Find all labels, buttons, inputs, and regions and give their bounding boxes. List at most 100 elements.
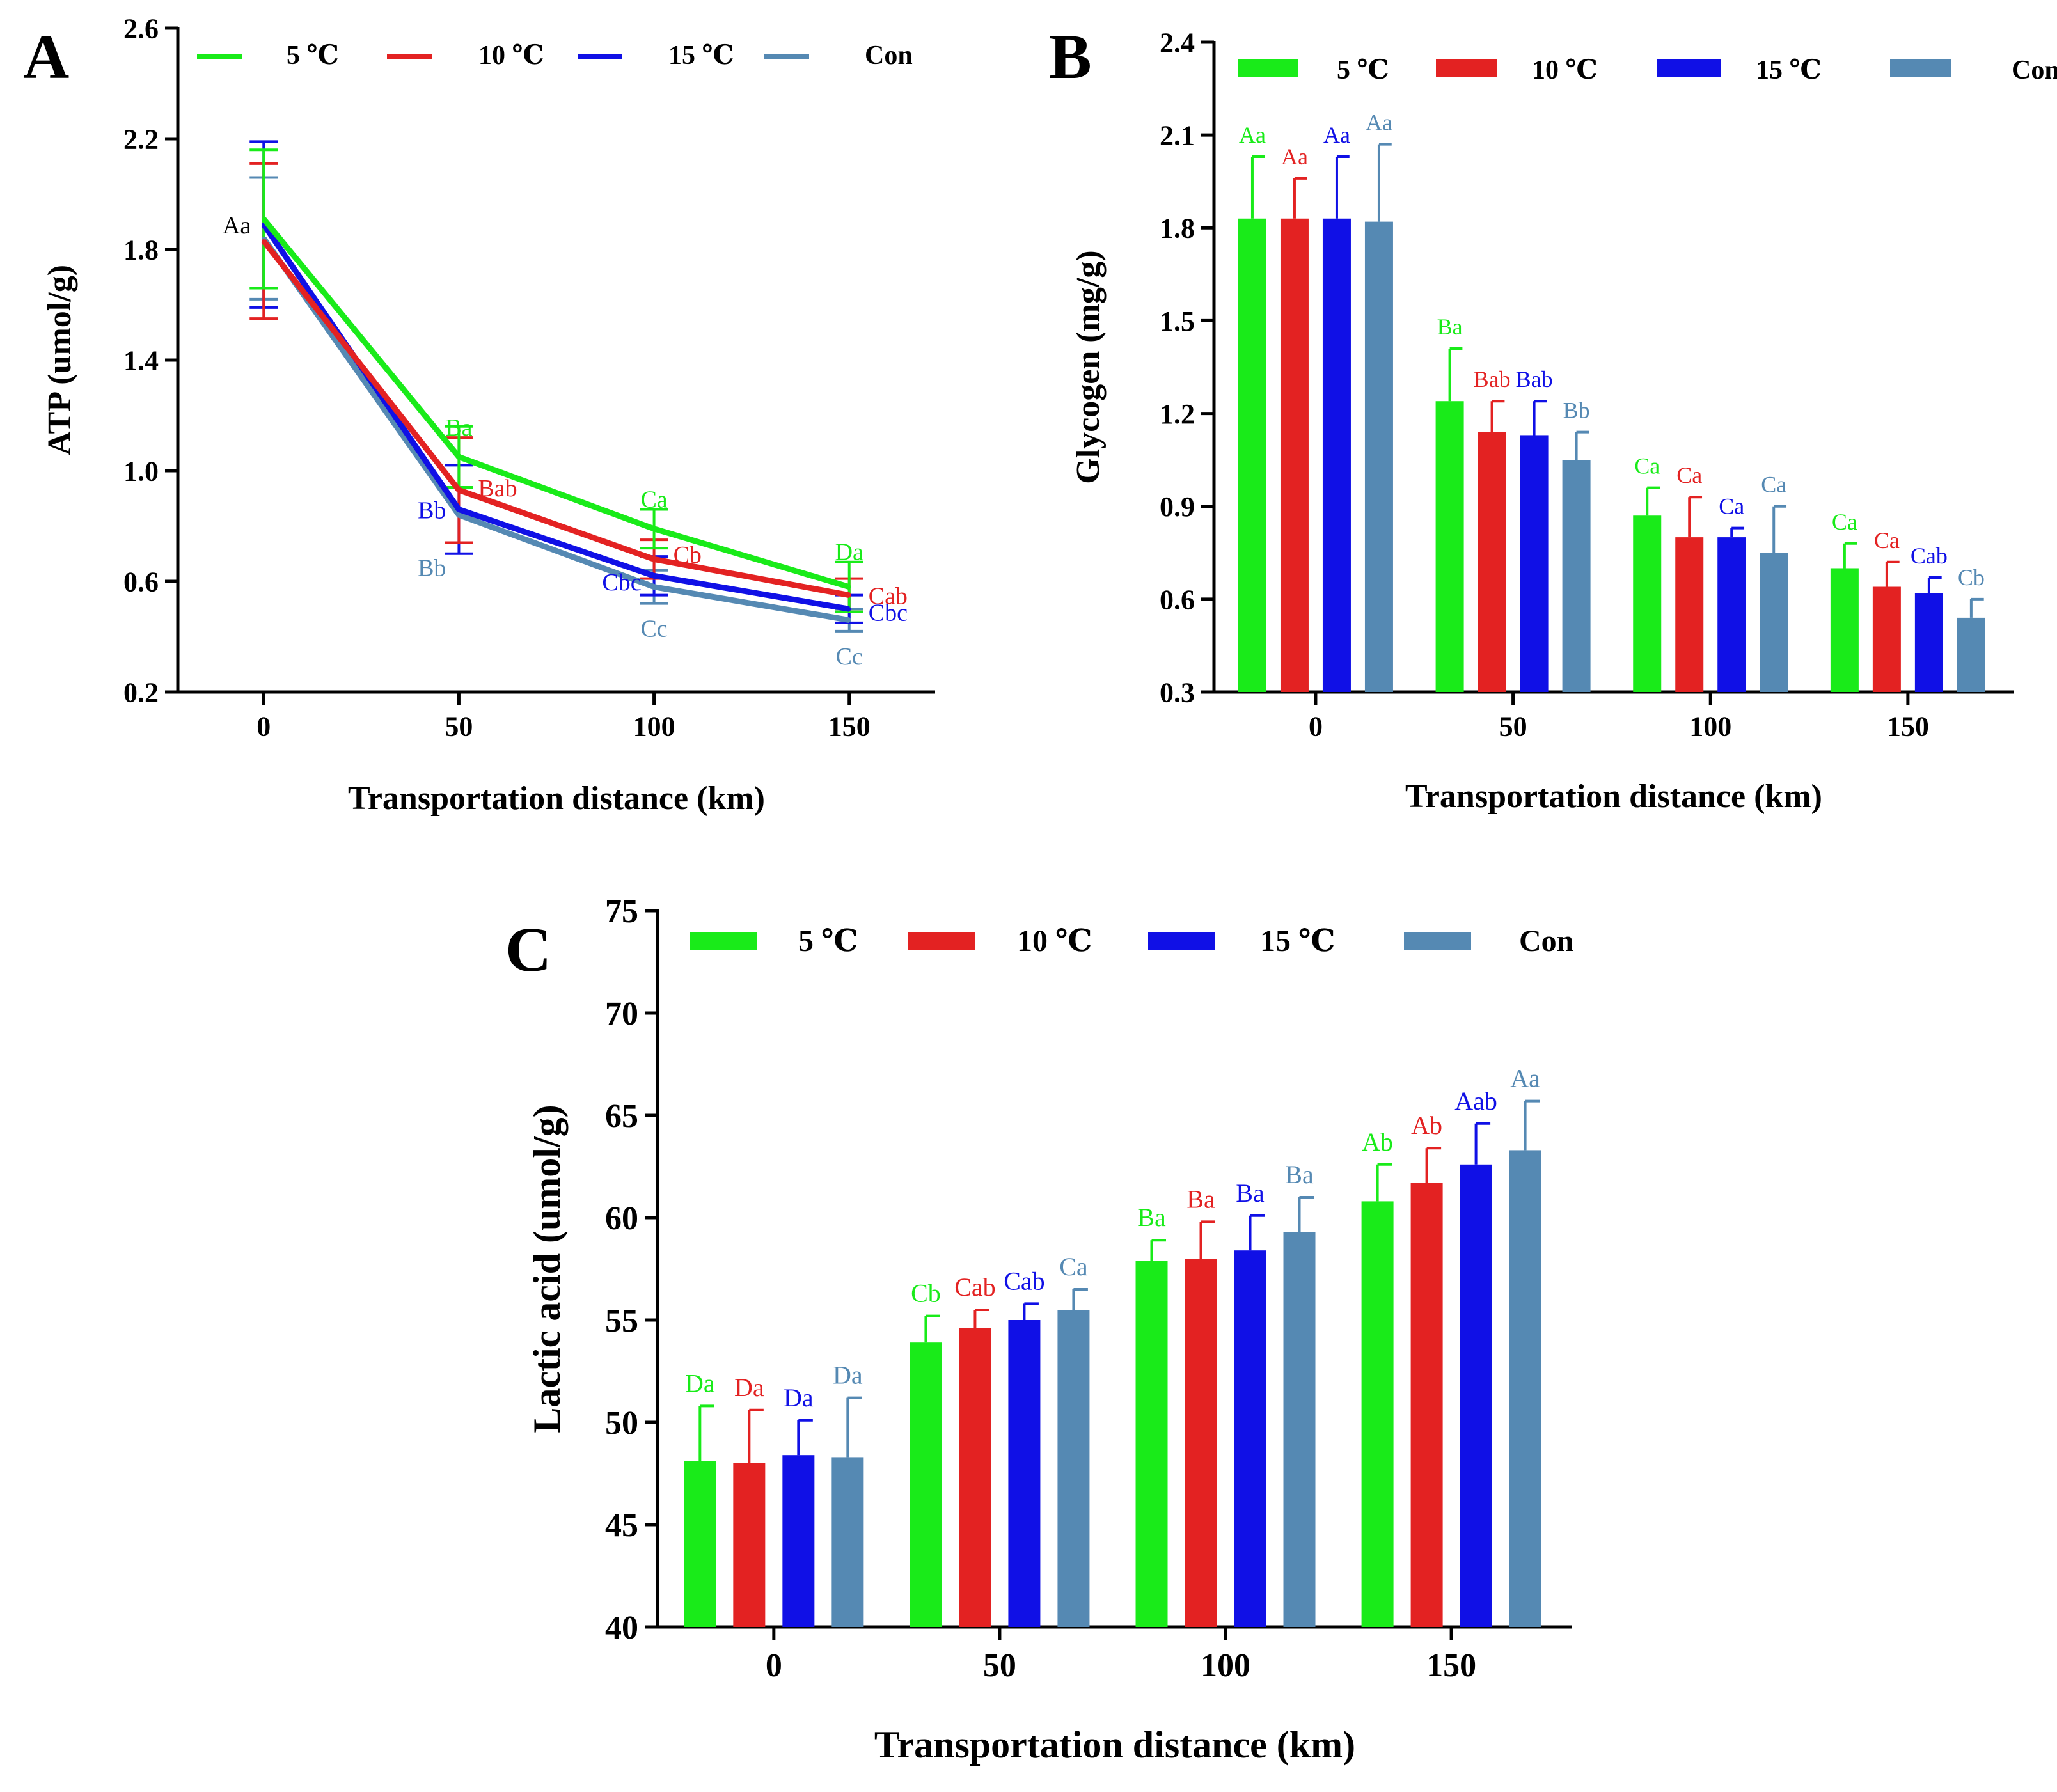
bar-10c-150 <box>1872 586 1901 692</box>
panel-c-y-tick-label: 45 <box>605 1507 638 1544</box>
significance-label-10c: Bab <box>1474 366 1511 392</box>
data-point-con <box>652 585 656 589</box>
panel-a-y-tick-label: 1.4 <box>123 345 159 376</box>
significance-label-10c: Da <box>734 1373 764 1402</box>
panel-c-y-tick-label: 65 <box>605 1098 638 1135</box>
bar-5c-50 <box>1435 401 1464 692</box>
panel-c-legend-label-5c: 5 ℃ <box>798 924 858 958</box>
significance-label-5c: Da <box>685 1369 715 1397</box>
panel-c-x-axis-title: Transportation distance (km) <box>874 1724 1355 1766</box>
bar-15c-100 <box>1234 1250 1266 1627</box>
panel-b-y-tick-label: 2.4 <box>1160 27 1195 58</box>
series-line-10c <box>261 239 850 599</box>
panel-c-y-tick-label: 55 <box>605 1303 638 1339</box>
panel-c-y-tick-label: 75 <box>605 893 638 930</box>
significance-label-10c: Aa <box>1281 144 1308 169</box>
data-point-10c <box>652 557 656 562</box>
panel-a-x-tick-label: 50 <box>445 711 473 742</box>
significance-label-15c: Cab <box>1911 543 1948 569</box>
significance-label-15c: Aa <box>1323 122 1350 148</box>
panel-c-legend-swatch-10c <box>908 932 975 950</box>
bar-10c-50 <box>1478 432 1506 692</box>
significance-label-con: Ca <box>1059 1252 1088 1281</box>
panel-b-legend-label-15c: 15 ℃ <box>1756 56 1822 85</box>
panel-b-legend-swatch-5c <box>1238 59 1298 77</box>
panel-a-x-tick-label: 0 <box>256 711 271 742</box>
significance-label-10c: Ca <box>1676 462 1702 488</box>
significance-label-5c: Ba <box>445 414 472 441</box>
panel-b-x-axis-title: Transportation distance (km) <box>1405 778 1822 815</box>
panel-a-legend-label-5c: 5 ℃ <box>287 41 339 70</box>
bar-con-50 <box>1057 1310 1090 1627</box>
panel-b-y-tick-label: 0.3 <box>1160 677 1195 708</box>
significance-label-15c: Bab <box>1516 366 1553 392</box>
significance-label-10c: Bab <box>478 475 517 502</box>
panel-c-y-tick-label: 50 <box>605 1405 638 1442</box>
panel-c-y-tick-label: 40 <box>605 1610 638 1646</box>
bar-5c-150 <box>1361 1201 1394 1627</box>
panel-b-x-tick-label: 50 <box>1499 711 1527 742</box>
significance-label-5c: Da <box>835 538 863 565</box>
panel-c-y-tick-label: 60 <box>605 1200 638 1237</box>
panel-letter-b: B <box>1049 21 1092 92</box>
panel-a-legend-label-15c: 15 ℃ <box>668 41 734 70</box>
data-point-15c <box>847 607 851 611</box>
series-line-con <box>261 237 850 623</box>
bar-15c-150 <box>1460 1164 1492 1627</box>
significance-label-15c: Cbc <box>602 569 641 596</box>
data-point-5c <box>847 585 851 589</box>
panel-a-y-tick-label: 1.8 <box>123 234 159 265</box>
bar-5c-0 <box>684 1461 716 1627</box>
panel-b-legend-label-con: Con <box>2012 56 2057 85</box>
data-point-con <box>847 618 851 622</box>
panel-a-y-axis-title: ATP (umol/g) <box>42 265 78 455</box>
significance-label-15c: Da <box>784 1383 814 1412</box>
significance-label-5c: Ba <box>1437 314 1463 340</box>
panel-b-y-tick-label: 1.5 <box>1160 306 1195 337</box>
panel-c-legend-label-10c: 10 ℃ <box>1017 924 1092 958</box>
panel-b-legend-label-5c: 5 ℃ <box>1337 56 1389 85</box>
bar-15c-50 <box>1520 435 1549 692</box>
bar-10c-100 <box>1185 1259 1217 1627</box>
panel-b-y-tick-label: 0.9 <box>1160 491 1195 523</box>
data-point-15c <box>652 574 656 578</box>
data-point-con <box>457 513 461 517</box>
bar-con-150 <box>1957 617 1985 692</box>
bar-con-0 <box>1364 221 1393 693</box>
significance-label-5c: Ba <box>1137 1203 1166 1232</box>
panel-c-x-tick-label: 150 <box>1426 1647 1476 1684</box>
panel-c-legend-swatch-5c <box>690 932 757 950</box>
significance-label-con: Bb <box>418 554 446 581</box>
data-point-5c <box>457 455 461 459</box>
panel-a-legend-label-con: Con <box>865 41 913 70</box>
significance-label-10c: Cb <box>674 542 702 569</box>
panel-b-x-tick-label: 150 <box>1887 711 1929 742</box>
panel-b-y-tick-label: 1.8 <box>1160 213 1195 244</box>
significance-label-5c: Ca <box>1832 509 1857 535</box>
data-point-5c <box>652 526 656 531</box>
data-point-10c <box>457 488 461 492</box>
significance-label-con: Bb <box>1563 398 1590 423</box>
significance-label-con: Aa <box>223 212 251 239</box>
significance-label-con: Aa <box>1510 1064 1540 1093</box>
bar-con-100 <box>1283 1232 1316 1627</box>
bar-10c-50 <box>959 1328 991 1627</box>
panel-c-x-tick-label: 100 <box>1201 1647 1250 1684</box>
panel-c-legend-label-15c: 15 ℃ <box>1260 924 1336 958</box>
significance-label-con: Cc <box>640 616 667 643</box>
data-point-5c <box>262 217 266 221</box>
bar-con-150 <box>1509 1150 1541 1627</box>
significance-label-10c: Ca <box>1874 528 1900 553</box>
significance-label-con: Cb <box>1958 565 1985 590</box>
panel-c-y-axis-title: Lactic acid (umol/g) <box>526 1104 568 1433</box>
significance-label-5c: Ca <box>640 486 667 513</box>
bar-15c-100 <box>1717 537 1746 692</box>
panel-c-legend-label-con: Con <box>1519 924 1573 958</box>
panel-a-y-tick-label: 2.2 <box>123 123 159 155</box>
bar-10c-0 <box>733 1463 766 1627</box>
bar-con-100 <box>1760 553 1788 692</box>
panel-a-y-tick-label: 0.6 <box>123 566 159 597</box>
panel-b-legend-swatch-15c <box>1657 59 1721 77</box>
panel-b-x-tick-label: 100 <box>1689 711 1731 742</box>
bar-10c-100 <box>1675 537 1704 692</box>
